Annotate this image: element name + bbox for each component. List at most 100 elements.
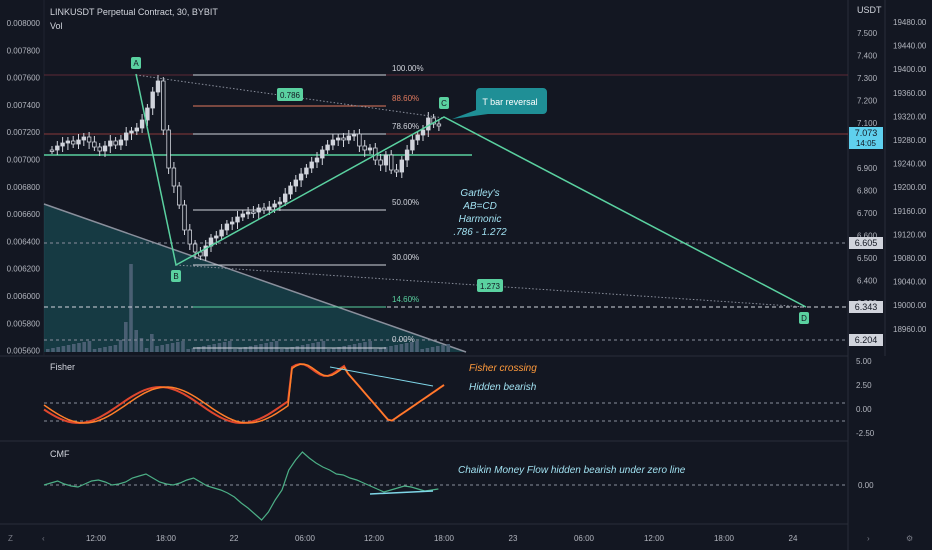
secondary-price-axis[interactable]: 19480.00 19440.00 19400.00 19360.00 19320.00… (893, 18, 927, 334)
left-price-axis[interactable]: 0.008000 0.007800 0.007600 0.007400 0.007200… (7, 19, 41, 356)
cmf-title[interactable]: CMF (50, 449, 70, 459)
volume-bar (170, 343, 175, 352)
secondary-axis-tick-label: 19240.00 (893, 160, 927, 169)
volume-bar (222, 342, 227, 352)
price-axis-tick-label: 7.400 (857, 52, 878, 61)
volume-bar (191, 348, 196, 352)
cmf-divergence-line[interactable] (369, 490, 434, 495)
secondary-axis-tick-label: 19400.00 (893, 65, 927, 74)
cmf-line[interactable] (43, 451, 439, 521)
secondary-axis-tick-label: 19360.00 (893, 89, 927, 98)
candle-body (256, 207, 261, 213)
candle-body (124, 132, 129, 141)
ratio-badge-cd[interactable] (477, 279, 503, 292)
price-axis-tick-label: 7.100 (857, 119, 878, 128)
time-axis-tick-label: 18:00 (714, 534, 735, 543)
left-axis-tick-label: 0.007600 (7, 74, 41, 83)
left-axis-tick-label: 0.005800 (7, 319, 41, 328)
price-axis-tick-label: 7.500 (857, 29, 878, 38)
callout-text: T bar reversal (482, 97, 537, 107)
point-b-badge[interactable] (171, 270, 181, 282)
candles (49, 75, 442, 261)
fib-label-0: 0.00% (392, 335, 415, 344)
fib-label-886: 88.60% (392, 94, 419, 103)
candle-body (357, 133, 362, 147)
fisher-line[interactable] (43, 363, 445, 424)
volume-bar (196, 347, 201, 352)
candle-body (362, 145, 367, 151)
volume-bar (280, 349, 284, 352)
candle-body (320, 149, 325, 159)
main-price-axis[interactable]: 7.5007.4007.3007.2007.1007.0006.9006.800… (857, 29, 878, 308)
fib-label-50: 50.00% (392, 198, 419, 207)
volume-bar (77, 343, 81, 352)
settings-icon[interactable]: ⚙ (906, 534, 913, 543)
volume-label[interactable]: Vol (50, 21, 63, 31)
point-d-label: D (801, 314, 807, 323)
price-axis-tick-label: 6.600 (857, 232, 878, 241)
volume-bar (441, 345, 445, 352)
price-axis-tick-label: 6.400 (857, 277, 878, 286)
candle-body (71, 140, 76, 145)
volume-bar (228, 341, 232, 352)
cmf-axis[interactable]: 0.00 (858, 481, 874, 490)
time-axis-tick-label: 23 (509, 534, 518, 543)
volume-bar (124, 322, 128, 352)
candle-body (304, 167, 309, 175)
candle-body (415, 134, 420, 141)
cmf-note: Chaikin Money Flow hidden bearish under … (458, 465, 686, 476)
fisher-axis[interactable]: 5.00 2.50 0.00 -2.50 (856, 357, 875, 438)
candle-body (388, 154, 394, 171)
volume-bar (118, 340, 123, 352)
time-axis-tick-label: 22 (230, 534, 239, 543)
fib-label-146: 14.60% (392, 295, 419, 304)
candle-body (81, 136, 86, 141)
timezone-icon[interactable]: Z (8, 534, 13, 543)
candle-body (346, 135, 351, 141)
scroll-right-icon[interactable]: › (867, 534, 870, 543)
harmonic-pattern-line[interactable] (135, 73, 807, 308)
volume-bar (144, 348, 149, 352)
candle-body (49, 149, 55, 152)
symbol-title[interactable]: LINKUSDT Perpetual Contract, 30, BYBIT (50, 7, 218, 17)
point-a-badge[interactable] (131, 57, 141, 69)
volume-bar (139, 338, 144, 352)
candle-body (55, 145, 60, 151)
candle-body (240, 213, 245, 218)
candle-body (161, 80, 166, 131)
candle-body (86, 136, 92, 143)
wedge-upper-line[interactable] (43, 203, 467, 353)
point-c-badge[interactable] (439, 97, 449, 109)
volume-bar (285, 348, 289, 352)
candle-body (219, 229, 224, 237)
candle-body (288, 185, 293, 195)
candle-body (378, 159, 383, 166)
fisher-divergence-line[interactable] (329, 366, 434, 387)
candle-body (166, 129, 171, 169)
callout-bubble[interactable] (452, 88, 547, 119)
candle-body (60, 142, 65, 147)
fisher-title[interactable]: Fisher (50, 362, 75, 372)
ratio-label-bc: 0.786 (280, 91, 301, 100)
candle-body (330, 139, 336, 146)
volume-bar (176, 342, 180, 352)
candle-body (171, 167, 177, 187)
left-axis-tick-label: 0.006400 (7, 237, 41, 246)
time-axis-tick-label: 06:00 (295, 534, 316, 543)
volume-bar (410, 342, 414, 352)
point-d-badge[interactable] (799, 312, 809, 324)
scroll-left-icon[interactable]: ‹ (42, 534, 45, 543)
volume-bar (165, 344, 170, 352)
ratio-badge-bc[interactable] (277, 88, 303, 101)
secondary-axis-tick-label: 19080.00 (893, 254, 927, 263)
level-badge-6605 (849, 237, 883, 249)
time-axis[interactable]: 12:00 18:00 22 06:00 12:00 18:00 23 06:00 12:00 1… (86, 534, 798, 543)
pattern-line-3: Harmonic (459, 214, 502, 225)
candle-body (351, 133, 357, 137)
volume-bar (87, 341, 92, 352)
price-axis-tick-label: 6.900 (857, 164, 878, 173)
secondary-axis-tick-label: 19200.00 (893, 183, 927, 192)
price-axis-tick-label: 7.200 (857, 97, 878, 106)
volume-bar (274, 341, 279, 352)
